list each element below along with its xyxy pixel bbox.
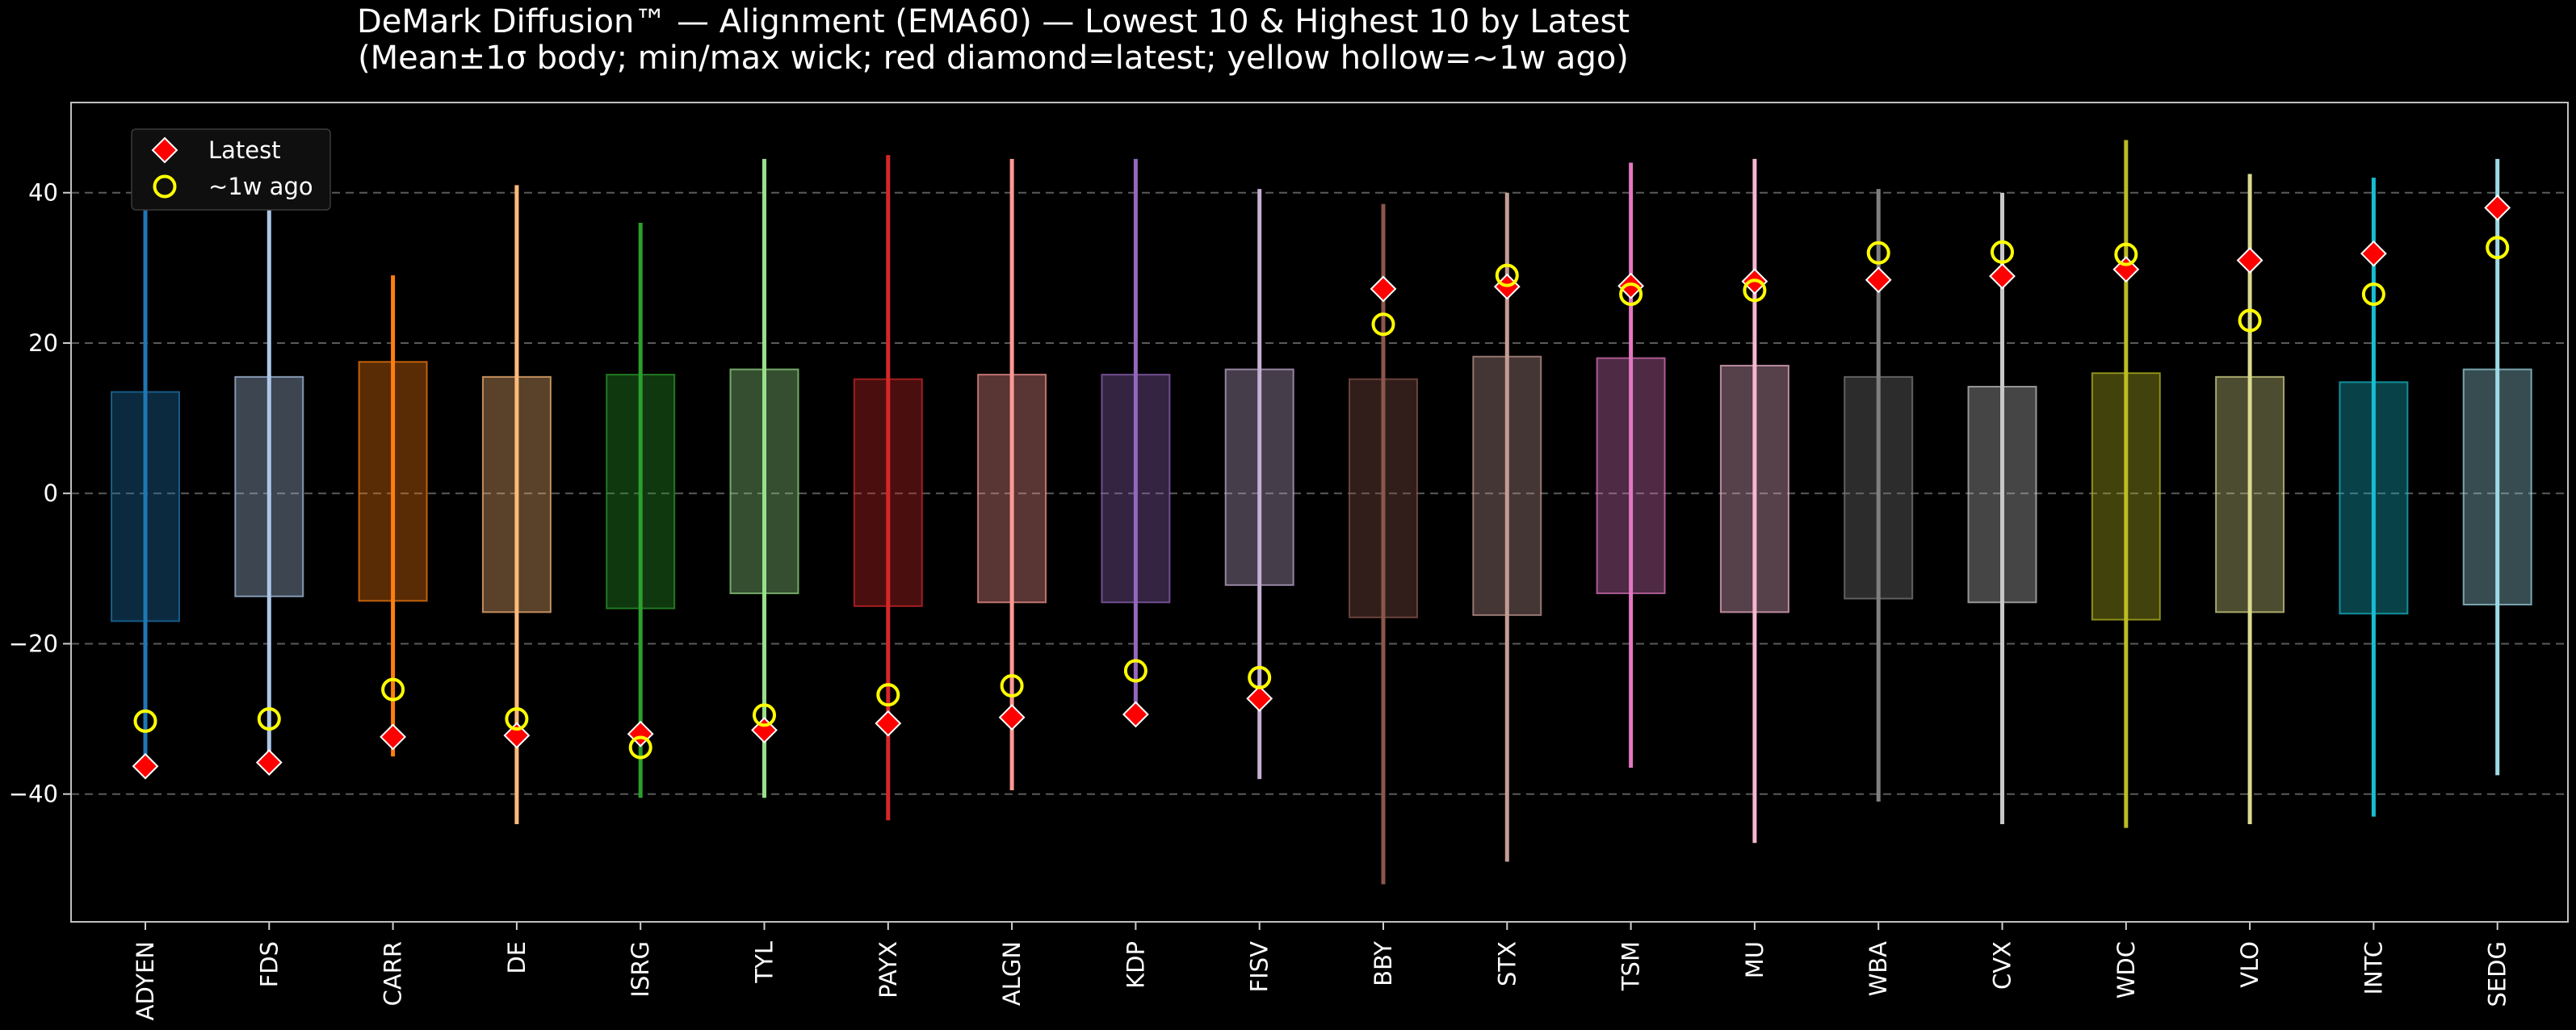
week-ago-marker-fds [257, 707, 281, 731]
x-tick-label-sedg: SEDG [2484, 941, 2511, 1007]
x-tick-label-fisv: FISV [1246, 941, 1273, 993]
x-tick-label-isrg: ISRG [627, 941, 654, 998]
x-tick-label-vlo: VLO [2236, 941, 2263, 988]
x-tick-label-fds: FDS [255, 941, 283, 987]
plot-frame [70, 102, 2569, 923]
latest-marker-intc [2360, 240, 2387, 267]
latest-marker-kdp [1122, 701, 1149, 728]
chart-title: DeMark Diffusion™ — Alignment (EMA60) — … [357, 3, 1630, 40]
week-ago-marker-kdp [1123, 659, 1147, 683]
week-ago-marker-tsm [1619, 282, 1643, 306]
y-tick-label: −20 [9, 630, 58, 657]
legend-week-ago-label: ~1w ago [208, 173, 313, 200]
week-ago-marker-isrg [628, 735, 652, 760]
x-tick-label-tsm: TSM [1617, 941, 1645, 991]
latest-marker-wba [1865, 266, 1892, 294]
plot-area: −40 −20 0 20 40 ADYEN FDS CARR DE ISRG TYL PAYX ALGN… [9, 140, 2568, 1020]
week-ago-marker-intc [2361, 282, 2385, 306]
latest-marker-fisv [1246, 685, 1273, 712]
x-tick-label-adyen: ADYEN [132, 941, 159, 1020]
x-tick-label-mu: MU [1741, 941, 1768, 978]
week-ago-marker-mu [1743, 278, 1767, 303]
latest-marker-bby [1370, 275, 1397, 303]
legend-latest-marker [151, 136, 178, 164]
latest-marker-fds [255, 749, 283, 777]
week-ago-marker-cvx [1991, 240, 2014, 264]
legend-week-ago-marker [153, 174, 177, 199]
week-ago-marker-fisv [1248, 665, 1272, 689]
week-ago-marker-tyl [753, 703, 776, 727]
y-tick-label: 20 [28, 329, 58, 357]
week-ago-marker-bby [1371, 312, 1395, 337]
chart-subtitle: (Mean±1σ body; min/max wick; red diamond… [358, 40, 1629, 77]
week-ago-marker-wba [1866, 241, 1890, 265]
x-tick-label-payx: PAYX [875, 941, 902, 999]
latest-marker-tsm [1617, 272, 1645, 299]
week-ago-marker-sedg [2486, 236, 2510, 260]
x-tick-label-intc: INTC [2360, 941, 2387, 995]
x-tick-label-cvx: CVX [1989, 941, 2016, 990]
week-ago-marker-adyen [133, 709, 157, 733]
week-ago-marker-carr [381, 677, 405, 701]
latest-marker-algn [998, 704, 1026, 731]
legend-box [131, 128, 331, 211]
x-tick-label-wba: WBA [1865, 941, 1892, 997]
latest-marker-vlo [2236, 247, 2263, 274]
latest-marker-sedg [2484, 194, 2511, 221]
week-ago-marker-stx [1495, 263, 1519, 287]
latest-marker-adyen [132, 752, 159, 780]
legend: Latest ~1w ago [131, 128, 331, 211]
x-tick-label-bby: BBY [1370, 941, 1397, 986]
x-tick-label-stx: STX [1493, 941, 1521, 986]
x-tick-label-de: DE [503, 941, 531, 974]
x-tick-label-carr: CARR [380, 941, 407, 1006]
x-tick-label-algn: ALGN [998, 941, 1026, 1006]
week-ago-marker-wdc [2114, 242, 2138, 266]
y-tick-label: −40 [9, 781, 58, 808]
x-tick-label-tyl: TYL [751, 941, 778, 984]
latest-marker-carr [380, 723, 407, 751]
y-tick-label: 40 [28, 179, 58, 207]
legend-latest-label: Latest [208, 136, 281, 164]
y-tick-label: 0 [44, 479, 58, 507]
latest-marker-payx [875, 710, 902, 737]
latest-marker-cvx [1989, 262, 2016, 290]
x-tick-label-kdp: KDP [1122, 941, 1149, 989]
week-ago-marker-algn [1000, 674, 1024, 698]
week-ago-marker-payx [876, 683, 900, 707]
week-ago-marker-de [505, 707, 529, 731]
latest-marker-de [503, 722, 531, 749]
week-ago-marker-vlo [2238, 308, 2262, 333]
x-tick-label-wdc: WDC [2112, 941, 2140, 999]
